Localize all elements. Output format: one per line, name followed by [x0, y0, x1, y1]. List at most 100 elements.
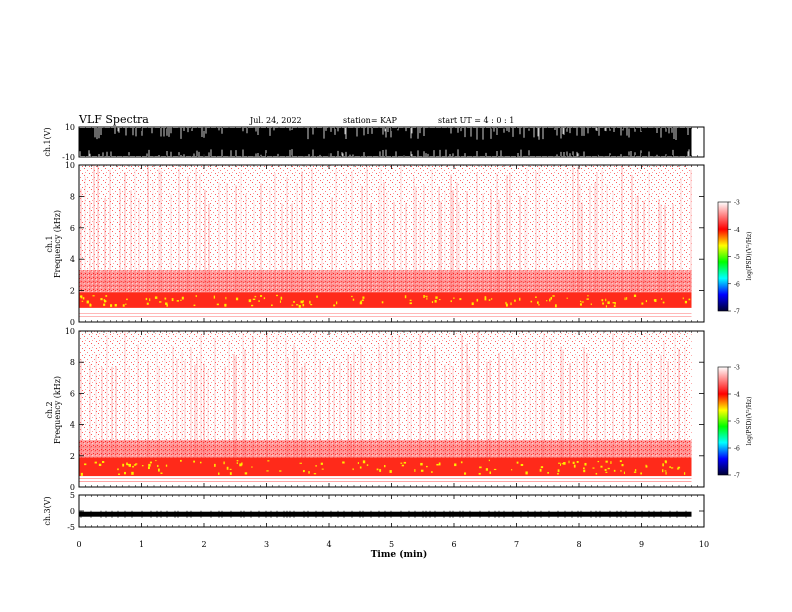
- hot-speckle: [664, 470, 667, 472]
- hot-speckle: [362, 296, 365, 299]
- hot-speckle: [561, 463, 564, 465]
- hot-speckle: [361, 299, 364, 302]
- hot-speckle: [149, 298, 151, 302]
- y-tick-label: 8: [70, 358, 75, 367]
- ch1-spectrogram-ylabel: Frequency (kHz): [53, 210, 62, 278]
- colorbar-tick-label: -6: [734, 281, 740, 288]
- hot-speckle: [98, 463, 102, 467]
- hot-speckle: [271, 304, 273, 307]
- hot-speckle: [199, 461, 202, 464]
- hot-speckle: [634, 469, 637, 472]
- y-tick-label: 6: [70, 224, 75, 233]
- hot-speckle: [266, 470, 269, 472]
- hot-speckle: [559, 463, 562, 466]
- hot-speckle: [621, 464, 624, 467]
- hot-speckle: [669, 466, 671, 469]
- hot-speckle: [688, 298, 691, 301]
- hot-speckle: [459, 298, 462, 301]
- hot-speckle: [267, 460, 270, 462]
- ch2-spectrogram-image: [79, 331, 692, 482]
- hot-speckle: [434, 299, 437, 303]
- colorbar-tick-label: -7: [734, 473, 740, 480]
- hot-speckle: [552, 295, 555, 297]
- hot-speckle: [605, 298, 607, 302]
- hot-speckle: [309, 300, 311, 304]
- hot-speckle: [590, 303, 592, 306]
- hot-speckle: [229, 472, 232, 475]
- hot-speckle: [484, 296, 487, 299]
- y-tick-label: 0: [70, 318, 75, 327]
- hot-speckle: [453, 297, 455, 299]
- hot-speckle: [620, 470, 622, 472]
- header-station: station= KAP: [343, 116, 398, 125]
- hot-speckle: [600, 465, 603, 468]
- ch1-spectrogram-image: [79, 165, 692, 317]
- hot-speckle: [225, 296, 227, 300]
- hot-speckle: [160, 472, 163, 475]
- hot-speckle: [239, 463, 242, 467]
- y-tick-label: 10: [65, 327, 75, 336]
- hot-speckle: [683, 472, 686, 475]
- ch2-spectrogram-ylabel: Frequency (kHz): [53, 376, 62, 444]
- hot-speckle: [79, 295, 83, 298]
- hot-speckle: [604, 468, 607, 471]
- hot-speckle: [519, 297, 521, 301]
- hot-speckle: [420, 469, 424, 472]
- ch1-spectrogram-y-ticks: 0 2 4 6 8 10: [65, 161, 704, 327]
- y-tick-label: 4: [70, 255, 75, 264]
- hot-speckle: [195, 295, 197, 297]
- hot-speckle: [313, 473, 317, 475]
- hot-speckle: [296, 304, 299, 306]
- hot-speckle: [299, 462, 302, 464]
- hot-speckle: [425, 295, 428, 297]
- hot-speckle: [488, 299, 491, 301]
- spectrogram-band-strong: [79, 292, 692, 308]
- hot-speckle: [557, 469, 560, 473]
- y-tick-label: 10: [65, 123, 75, 132]
- x-tick-label: 10: [699, 540, 709, 549]
- hot-speckle: [229, 468, 232, 470]
- hot-speckle: [102, 461, 105, 463]
- hot-speckle: [431, 301, 434, 304]
- hot-speckle: [81, 300, 84, 302]
- hot-speckle: [677, 466, 681, 469]
- hot-speckle: [165, 464, 168, 467]
- hot-speckle: [485, 468, 488, 471]
- colorbar-tick-label: -4: [734, 392, 740, 399]
- hot-speckle: [641, 302, 644, 305]
- hot-speckle: [610, 461, 612, 464]
- hot-speckle: [214, 463, 216, 467]
- hot-speckle: [128, 463, 131, 467]
- hot-speckle: [660, 298, 663, 300]
- hot-speckle: [122, 463, 125, 467]
- hot-speckle: [400, 462, 403, 464]
- hot-speckle: [100, 298, 103, 301]
- hot-speckle: [536, 301, 539, 304]
- hot-speckle: [484, 297, 487, 301]
- hot-speckle: [438, 462, 441, 466]
- hot-speckle: [357, 462, 359, 465]
- hot-speckle: [251, 466, 253, 468]
- hot-speckle: [259, 295, 263, 297]
- hot-speckle: [491, 298, 493, 300]
- hot-speckle: [359, 466, 362, 469]
- hot-speckle: [549, 298, 551, 302]
- hot-speckle: [381, 301, 384, 304]
- hot-speckle: [342, 461, 345, 464]
- x-tick-label: 7: [514, 540, 519, 549]
- hot-speckle: [89, 304, 92, 307]
- hot-speckle: [132, 465, 134, 468]
- hot-speckle: [223, 461, 225, 465]
- hot-speckle: [493, 468, 497, 471]
- y-tick-label: -10: [62, 153, 75, 162]
- hot-speckle: [279, 300, 282, 303]
- hot-speckle: [114, 303, 117, 307]
- hot-speckle: [117, 468, 119, 471]
- spectrogram-band-medium: [79, 270, 692, 293]
- hot-speckle: [435, 296, 438, 299]
- header-date: Jul. 24, 2022: [249, 116, 302, 125]
- hot-speckle: [684, 300, 688, 304]
- hot-speckle: [218, 472, 220, 475]
- hot-speckle: [159, 301, 162, 303]
